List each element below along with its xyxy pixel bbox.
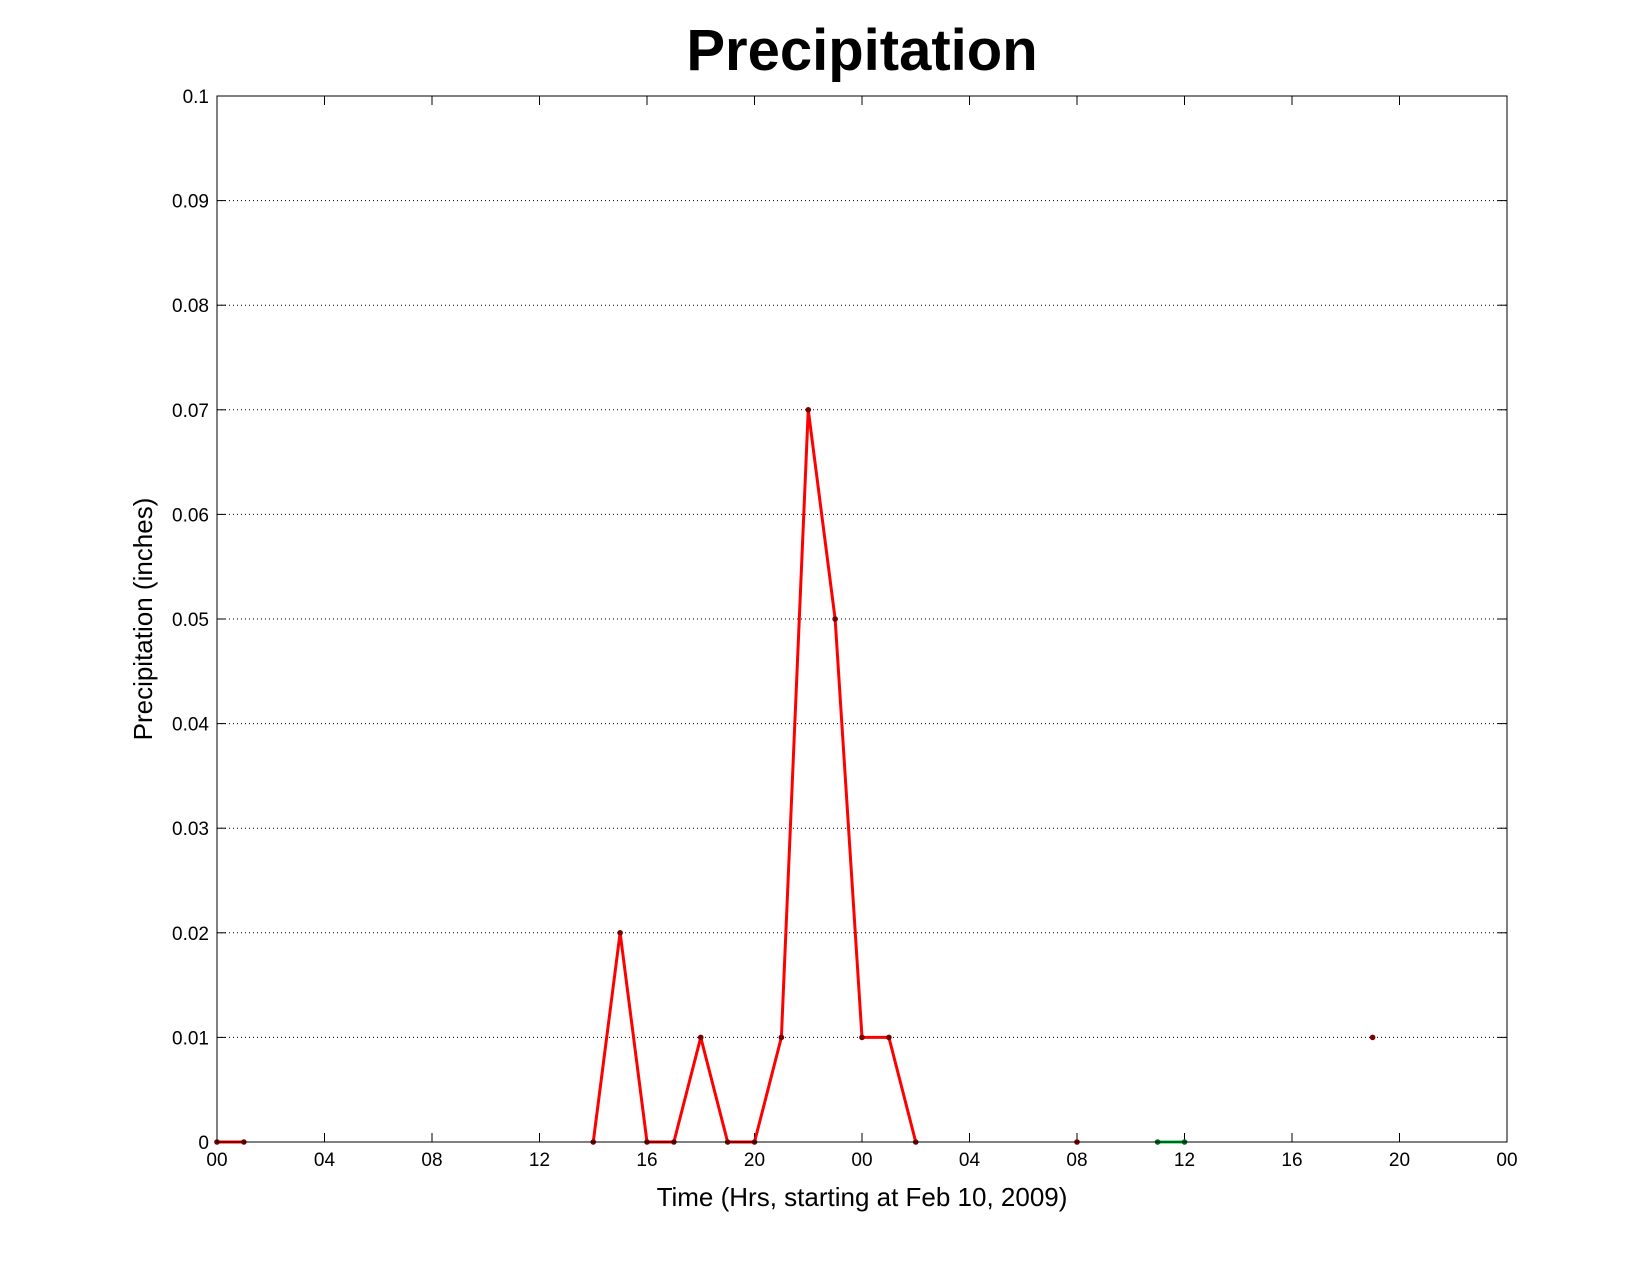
x-tick-label: 20 <box>744 1150 765 1171</box>
x-tick-label: 16 <box>1281 1150 1302 1171</box>
y-tick-label: 0.08 <box>172 296 209 317</box>
data-point <box>886 1034 892 1041</box>
plot-frame <box>216 95 1508 1143</box>
y-tick-label: 0.04 <box>172 715 209 736</box>
x-tick-label: 08 <box>1066 1150 1087 1171</box>
chart-title: Precipitation <box>686 18 1037 83</box>
y-tick-label: 0.03 <box>172 819 209 840</box>
x-tick-label: 08 <box>421 1150 442 1171</box>
y-tick-label: 0.05 <box>172 610 209 631</box>
tick-labels: 0 0.01 0.02 0.03 0.04 0.05 0.06 0.07 0.08 0.09 0.1… <box>172 87 1518 1171</box>
y-tick-label: 0 <box>198 1133 209 1154</box>
y-tick-label: 0.06 <box>172 505 209 526</box>
axis-ticks <box>216 95 1508 1143</box>
data-point <box>1369 1034 1376 1041</box>
data-point <box>697 1034 704 1041</box>
data-point <box>832 616 838 622</box>
x-tick-label: 00 <box>206 1150 227 1171</box>
x-tick-label: 16 <box>636 1150 657 1171</box>
data-point <box>859 1034 865 1041</box>
data-point <box>778 1034 785 1041</box>
data-point <box>805 407 812 413</box>
x-tick-label: 12 <box>529 1150 550 1171</box>
y-tick-label: 0.01 <box>172 1028 209 1049</box>
x-tick-label: 04 <box>959 1150 981 1171</box>
x-tick-label: 00 <box>1496 1150 1517 1171</box>
x-tick-label: 20 <box>1389 1150 1410 1171</box>
y-tick-label: 0.07 <box>172 401 209 422</box>
y-axis-label: Precipitation (inches) <box>128 498 158 741</box>
y-tick-label: 0.02 <box>172 924 209 945</box>
data-point <box>617 930 623 936</box>
x-tick-label: 00 <box>851 1150 872 1171</box>
y-tick-label: 0.09 <box>172 192 209 213</box>
x-tick-label: 12 <box>1174 1150 1195 1171</box>
x-axis-label: Time (Hrs, starting at Feb 10, 2009) <box>657 1182 1068 1212</box>
y-tick-label: 0.1 <box>183 87 209 108</box>
x-tick-label: 04 <box>314 1150 336 1171</box>
